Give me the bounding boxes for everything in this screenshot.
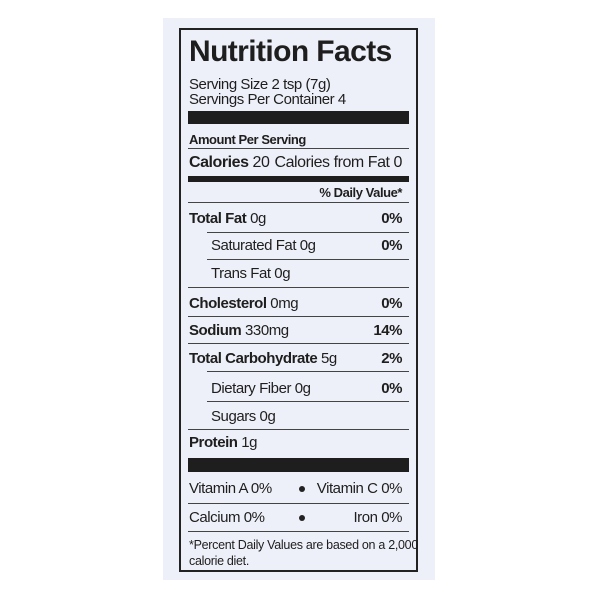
divider bbox=[188, 316, 409, 317]
nutrient-sugars: Sugars 0g bbox=[211, 408, 276, 425]
thick-divider bbox=[188, 176, 409, 182]
divider bbox=[188, 287, 409, 288]
nutrient-cholesterol: Cholesterol 0mg bbox=[189, 295, 299, 312]
dv-total-carbohydrate: 2% bbox=[381, 350, 402, 367]
nutrient-total-fat: Total Fat 0g bbox=[189, 211, 266, 227]
amount-per-serving: Amount Per Serving bbox=[189, 132, 306, 147]
nutrient-label: Total Fat bbox=[189, 210, 247, 227]
iron: Iron 0% bbox=[353, 509, 402, 526]
nutrient-trans-fat: Trans Fat 0g bbox=[211, 265, 291, 282]
nutrient-amount: 1g bbox=[241, 434, 258, 451]
divider bbox=[188, 429, 409, 430]
nutrient-amount: 0mg bbox=[270, 295, 299, 312]
nutrient-label: Cholesterol bbox=[189, 295, 267, 312]
divider bbox=[207, 401, 409, 402]
divider bbox=[188, 503, 409, 504]
divider bbox=[207, 259, 409, 260]
dv-sodium: 14% bbox=[373, 322, 402, 339]
nutrient-sodium: Sodium 330mg bbox=[189, 323, 289, 339]
nutrient-total-carbohydrate: Total Carbohydrate 5g bbox=[189, 351, 337, 367]
vitamin-a: Vitamin A 0% bbox=[189, 480, 272, 497]
dv-cholesterol: 0% bbox=[381, 295, 402, 312]
dv-dietary-fiber: 0% bbox=[381, 380, 402, 397]
bullet-icon bbox=[299, 486, 305, 492]
divider bbox=[188, 531, 409, 532]
dv-saturated-fat: 0% bbox=[381, 237, 402, 254]
divider bbox=[207, 232, 409, 233]
serving-size: Serving Size 2 tsp (7g) bbox=[189, 76, 331, 93]
footnote-line1: *Percent Daily Values are based on a 2,0… bbox=[189, 538, 418, 552]
calories-from-fat: Calories from Fat 0 bbox=[274, 154, 403, 171]
nutrient-amount: 0g bbox=[299, 237, 316, 254]
divider bbox=[188, 202, 409, 203]
nutrient-label: Saturated Fat bbox=[211, 237, 297, 254]
divider bbox=[188, 343, 409, 344]
nutrient-amount: 0g bbox=[294, 380, 311, 397]
nutrient-label: Sugars bbox=[211, 408, 256, 425]
nutrient-amount: 0g bbox=[274, 265, 291, 282]
nutrient-amount: 0g bbox=[259, 408, 276, 425]
calories-label: Calories bbox=[189, 154, 249, 171]
nutrient-amount: 330mg bbox=[245, 322, 289, 339]
nutrient-saturated-fat: Saturated Fat 0g bbox=[211, 238, 316, 254]
nutrient-label: Dietary Fiber bbox=[211, 380, 292, 397]
footnote-line2: calorie diet. bbox=[189, 554, 250, 568]
vitamin-c: Vitamin C 0% bbox=[316, 480, 403, 497]
dv-total-fat: 0% bbox=[381, 210, 402, 227]
thick-divider bbox=[188, 111, 409, 124]
calcium: Calcium 0% bbox=[189, 509, 265, 526]
servings-per-container: Servings Per Container 4 bbox=[189, 91, 346, 108]
bullet-icon bbox=[299, 515, 305, 521]
calories-row: Calories 20 bbox=[189, 154, 270, 171]
nutrient-label: Trans Fat bbox=[211, 265, 271, 282]
thick-divider bbox=[188, 458, 409, 472]
divider bbox=[207, 371, 409, 372]
divider bbox=[188, 148, 409, 149]
nutrient-label: Sodium bbox=[189, 322, 242, 339]
calories-value: 20 bbox=[252, 154, 270, 171]
nutrient-amount: 5g bbox=[321, 350, 337, 367]
daily-value-header: % Daily Value* bbox=[319, 185, 402, 200]
nutrient-label: Total Carbohydrate bbox=[189, 350, 318, 367]
nutrient-label: Protein bbox=[189, 434, 238, 451]
nutrient-protein: Protein 1g bbox=[189, 435, 257, 451]
nutrient-dietary-fiber: Dietary Fiber 0g bbox=[211, 381, 311, 397]
nutrition-facts-label: Nutrition Facts Serving Size 2 tsp (7g) … bbox=[179, 28, 418, 572]
nutrient-amount: 0g bbox=[250, 210, 266, 227]
label-title: Nutrition Facts bbox=[189, 35, 392, 68]
